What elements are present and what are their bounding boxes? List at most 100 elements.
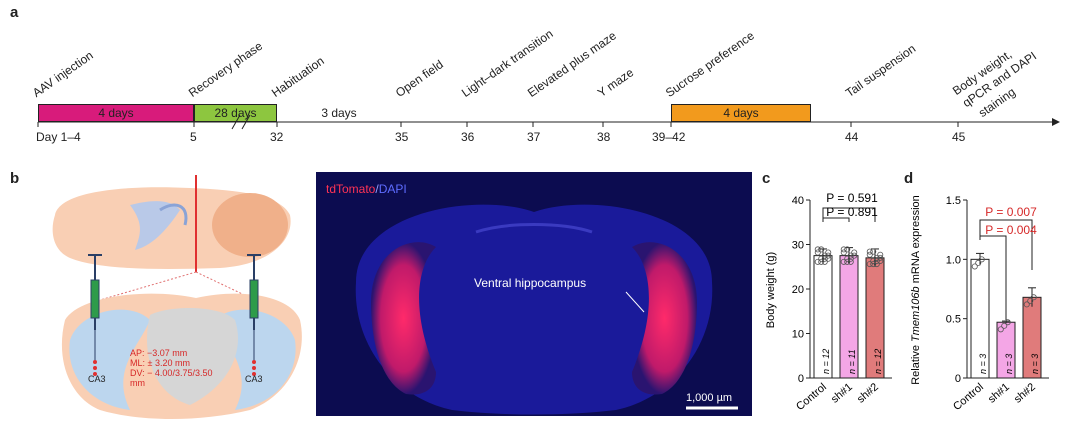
- phase-bar-recovery: 28 days: [194, 104, 277, 122]
- day-tick: 45: [952, 130, 966, 144]
- data-point: [825, 255, 832, 262]
- y-tick-label: 30: [792, 240, 804, 252]
- category-label: sh#2: [1012, 381, 1038, 406]
- timeline-axis: [37, 114, 1060, 130]
- data-point: [844, 258, 851, 265]
- day-tick: 5: [190, 130, 197, 144]
- p-value: P = 0.891: [826, 205, 878, 219]
- data-point: [840, 246, 847, 253]
- brain-section-image: [355, 204, 738, 415]
- category-label: sh#2: [855, 381, 881, 406]
- day-tick: 44: [845, 130, 859, 144]
- data-point: [1001, 322, 1008, 329]
- microscopy-image: tdTomato/DAPI Ventral hippocampus 1,000 …: [316, 172, 752, 416]
- mrna-expression-chart: 0 0.5 1.0 1.5 n = 3 Control n = 3 sh#1 n = 3 sh#2…: [910, 195, 1049, 413]
- data-point: [818, 258, 825, 265]
- data-point: [844, 246, 851, 253]
- data-point: [814, 249, 821, 256]
- n-label: n = 11: [847, 349, 857, 374]
- stain-separator: /: [375, 182, 379, 196]
- day-tick: 37: [527, 130, 541, 144]
- data-point: [877, 254, 884, 261]
- ca3-label-left: CA3: [88, 374, 106, 384]
- data-point: [1004, 319, 1011, 326]
- data-point: [866, 248, 873, 255]
- data-point: [825, 249, 832, 256]
- y-tick-label: 1.0: [946, 254, 961, 266]
- data-point: [840, 258, 847, 265]
- data-point: [873, 257, 880, 264]
- data-point: [975, 259, 982, 266]
- category-label: Control: [794, 381, 829, 413]
- data-point: [847, 258, 854, 265]
- data-point: [818, 246, 825, 253]
- coord-line: AP: −3.07 mm: [130, 348, 188, 358]
- ventral-hippocampus-annotation: Ventral hippocampus: [474, 276, 587, 290]
- y-tick-label: 1.5: [946, 195, 961, 207]
- stain-label: tdTomato/DAPI: [326, 182, 407, 196]
- day-tick: 35: [395, 130, 409, 144]
- stain-dapi: DAPI: [378, 182, 407, 196]
- data-point: [866, 261, 873, 268]
- n-label: n = 3: [1030, 354, 1040, 374]
- phase-bar-habituation: 3 days: [277, 104, 401, 122]
- data-point: [978, 256, 985, 263]
- scale-bar-label: 1,000 µm: [686, 392, 733, 404]
- data-point: [877, 257, 884, 264]
- data-point: [840, 249, 847, 256]
- data-point: [870, 257, 877, 264]
- data-point: [847, 252, 854, 259]
- y-tick-label: 20: [792, 284, 804, 296]
- day-tick: 38: [597, 130, 611, 144]
- data-point: [866, 251, 873, 258]
- data-point: [814, 246, 821, 253]
- panel-a-label: a: [10, 4, 19, 21]
- data-point: [1023, 301, 1030, 308]
- coord-line: ML: ± 3.20 mm: [130, 358, 190, 368]
- p-value: P = 0.004: [985, 223, 1037, 237]
- n-label: n = 3: [978, 354, 988, 374]
- p-value: P = 0.591: [826, 191, 878, 205]
- ca3-label-right: CA3: [245, 374, 263, 384]
- day-tick: Day 1–4: [36, 130, 81, 144]
- y-axis-label: Body weight (g): [765, 252, 777, 328]
- p-value: P = 0.007: [985, 205, 1037, 219]
- phase-bar-label: 4 days: [98, 106, 134, 120]
- day-tick: 32: [270, 130, 284, 144]
- phase-bar-aav: 4 days: [38, 104, 194, 122]
- category-label: sh#1: [986, 381, 1012, 406]
- y-tick-label: 0: [955, 373, 961, 385]
- y-tick-label: 40: [792, 195, 804, 207]
- injection-coordinates: AP: −3.07 mm ML: ± 3.20 mm DV: − 4.00/3.…: [130, 348, 212, 388]
- phase-bar-label: 4 days: [723, 106, 759, 120]
- panel-d-label: d: [904, 170, 914, 187]
- bracket: [822, 217, 850, 222]
- data-point: [821, 252, 828, 259]
- coord-line: mm: [130, 378, 145, 388]
- data-point: [825, 252, 832, 259]
- y-label-part: mRNA expression: [910, 195, 922, 286]
- data-point: [851, 252, 858, 259]
- phase-bar-label: 3 days: [321, 106, 357, 120]
- phase-bar-label: 28 days: [214, 106, 257, 120]
- data-point: [877, 251, 884, 258]
- day-tick: 36: [461, 130, 475, 144]
- category-label: sh#1: [829, 381, 855, 406]
- panel-b-label: b: [10, 170, 20, 187]
- data-point: [821, 258, 828, 265]
- bracket: [822, 207, 876, 222]
- data-point: [1027, 297, 1034, 304]
- syringe-right-icon: [247, 254, 261, 376]
- y-label-part: Relative: [910, 342, 922, 385]
- bracket: [979, 219, 1033, 270]
- y-tick-label: 0: [798, 373, 804, 385]
- data-point: [1030, 294, 1037, 301]
- data-point: [814, 258, 821, 265]
- data-point: [870, 248, 877, 255]
- data-point: [844, 255, 851, 262]
- brain-schematic: [52, 175, 302, 419]
- data-point: [873, 254, 880, 261]
- panel-c-label: c: [762, 170, 771, 187]
- y-label-gene: Tmem106b: [910, 286, 922, 342]
- data-point: [873, 261, 880, 268]
